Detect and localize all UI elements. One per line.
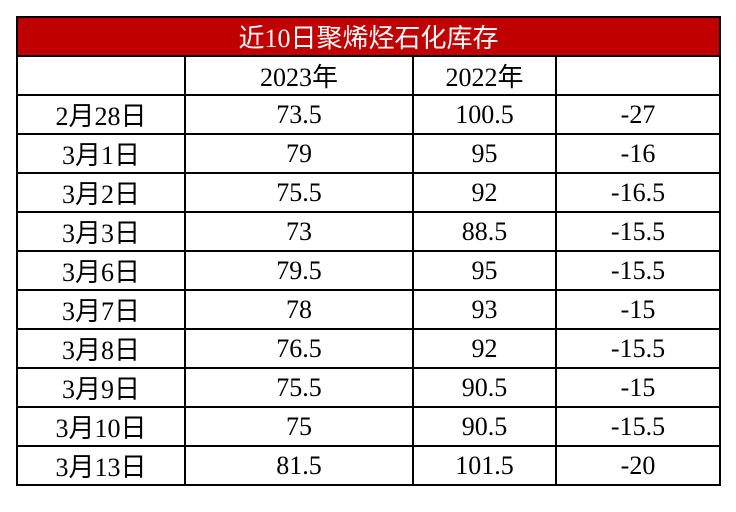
difference-cell: -15.5 [555, 406, 721, 447]
value-2023-cell: 79.5 [184, 250, 414, 291]
inventory-table: 近10日聚烯烃石化库存 2023年 2022年 2月28日 73.5 100.5 -2… [16, 16, 721, 486]
date-cell: 3月6日 [16, 250, 186, 291]
value-2023-cell: 78 [184, 289, 414, 330]
data-row: 3月13日 81.5 101.5 -20 [16, 445, 721, 486]
value-2023-cell: 75.5 [184, 367, 414, 408]
data-row: 3月10日 75 90.5 -15.5 [16, 406, 721, 447]
difference-cell: -15 [555, 367, 721, 408]
date-cell: 2月28日 [16, 94, 186, 135]
value-2022-cell: 100.5 [412, 94, 557, 135]
value-2023-cell: 75 [184, 406, 414, 447]
difference-cell: -16.5 [555, 172, 721, 213]
header-row: 2023年 2022年 [16, 55, 721, 96]
header-cell: 2023年 [184, 55, 414, 96]
data-row: 3月1日 79 95 -16 [16, 133, 721, 174]
date-cell: 3月13日 [16, 445, 186, 486]
date-cell: 3月9日 [16, 367, 186, 408]
value-2023-cell: 79 [184, 133, 414, 174]
value-2023-cell: 75.5 [184, 172, 414, 213]
data-row: 3月9日 75.5 90.5 -15 [16, 367, 721, 408]
date-cell: 3月3日 [16, 211, 186, 252]
difference-cell: -15.5 [555, 211, 721, 252]
value-2022-cell: 88.5 [412, 211, 557, 252]
data-row: 3月8日 76.5 92 -15.5 [16, 328, 721, 369]
data-row: 2月28日 73.5 100.5 -27 [16, 94, 721, 135]
date-cell: 3月10日 [16, 406, 186, 447]
table-body: 近10日聚烯烃石化库存 2023年 2022年 2月28日 73.5 100.5 -2… [16, 16, 721, 486]
date-cell: 3月1日 [16, 133, 186, 174]
difference-cell: -20 [555, 445, 721, 486]
date-cell: 3月8日 [16, 328, 186, 369]
difference-cell: -27 [555, 94, 721, 135]
value-2022-cell: 90.5 [412, 406, 557, 447]
difference-cell: -16 [555, 133, 721, 174]
value-2022-cell: 95 [412, 133, 557, 174]
value-2022-cell: 95 [412, 250, 557, 291]
value-2023-cell: 73 [184, 211, 414, 252]
difference-cell: -15.5 [555, 328, 721, 369]
header-cell [16, 55, 186, 96]
data-row: 3月3日 73 88.5 -15.5 [16, 211, 721, 252]
date-cell: 3月7日 [16, 289, 186, 330]
value-2022-cell: 92 [412, 328, 557, 369]
difference-cell: -15.5 [555, 250, 721, 291]
value-2023-cell: 81.5 [184, 445, 414, 486]
data-row: 3月2日 75.5 92 -16.5 [16, 172, 721, 213]
value-2022-cell: 90.5 [412, 367, 557, 408]
value-2023-cell: 76.5 [184, 328, 414, 369]
value-2022-cell: 101.5 [412, 445, 557, 486]
header-cell [555, 55, 721, 96]
value-2022-cell: 93 [412, 289, 557, 330]
title-row: 近10日聚烯烃石化库存 [16, 16, 721, 57]
value-2023-cell: 73.5 [184, 94, 414, 135]
data-row: 3月7日 78 93 -15 [16, 289, 721, 330]
data-row: 3月6日 79.5 95 -15.5 [16, 250, 721, 291]
value-2022-cell: 92 [412, 172, 557, 213]
table-title: 近10日聚烯烃石化库存 [16, 16, 721, 57]
difference-cell: -15 [555, 289, 721, 330]
date-cell: 3月2日 [16, 172, 186, 213]
header-cell: 2022年 [412, 55, 557, 96]
